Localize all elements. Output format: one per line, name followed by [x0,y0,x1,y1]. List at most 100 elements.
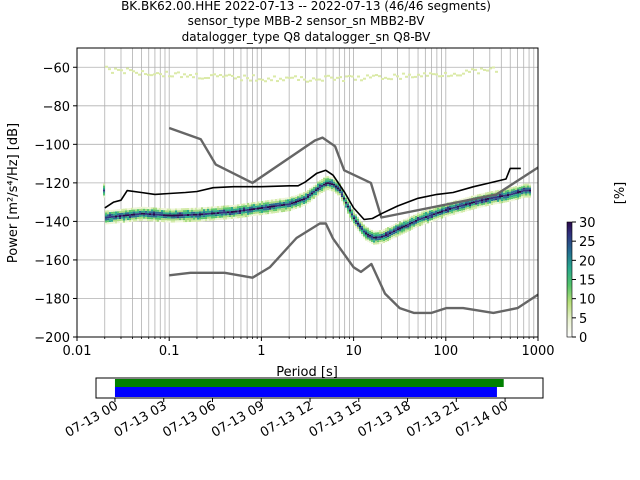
density-cell [449,205,451,208]
density-cell [165,218,167,221]
density-cell [257,209,259,212]
density-cell [227,207,229,210]
density-cell [447,204,449,207]
density-cell [117,219,119,222]
density-cell [317,185,319,188]
density-cell [347,201,349,204]
density-cell [523,191,525,194]
density-cell [219,215,221,218]
density-cell [409,228,411,231]
density-cell [267,77,270,80]
density-cell [187,218,189,221]
density-cell [117,217,119,220]
density-cell [247,204,249,207]
density-cell [131,211,133,214]
density-cell [177,218,179,221]
density-cell [429,218,431,221]
density-cell [309,194,311,197]
density-cell [465,209,467,212]
density-cell [187,220,189,223]
density-cell [114,67,117,70]
density-cell [451,209,453,212]
density-cell [141,214,143,217]
density-cell [321,79,324,82]
density-cell [485,192,487,195]
density-cell [395,235,397,238]
density-cell [369,238,371,241]
density-cell [351,219,353,222]
density-cell [403,225,405,228]
density-cell [135,209,137,212]
density-cell [187,210,189,213]
density-cell [217,208,219,211]
density-cell [189,217,191,220]
density-cell [503,198,505,201]
density-cell [339,189,341,192]
density-cell [513,190,515,193]
density-cell [411,76,414,79]
density-cell [467,202,469,205]
density-cell [293,195,295,198]
density-cell [107,218,109,221]
density-cell [127,210,129,213]
density-cell [519,190,521,193]
density-cell [309,192,311,195]
density-cell [163,210,165,213]
density-cell [141,70,144,73]
density-cell [333,183,335,186]
density-cell [379,230,381,233]
density-cell [529,183,531,186]
density-cell [391,237,393,240]
density-cell [475,194,477,197]
density-cell [399,231,401,234]
density-cell [273,211,275,214]
density-cell [161,210,163,213]
density-cell [381,231,383,234]
density-cell [281,204,283,207]
density-cell [179,216,181,219]
density-cell [301,196,303,199]
density-cell [163,218,165,221]
density-cell [237,75,240,78]
density-cell [177,71,180,74]
density-cell [339,193,341,196]
density-cell [243,205,245,208]
density-cell [463,198,465,201]
density-cell [169,218,171,221]
density-cell [237,206,239,209]
density-cell [403,219,405,222]
density-cell [371,239,373,242]
density-cell [443,211,445,214]
density-cell [231,210,233,213]
density-cell [135,219,137,222]
density-cell [171,218,173,221]
density-cell [251,204,253,207]
density-cell [111,71,114,74]
density-cell [231,208,233,211]
density-cell [397,226,399,229]
density-cell [407,219,409,222]
density-cell [253,204,255,207]
density-cell [137,211,139,214]
density-cell [159,217,161,220]
density-cell [393,224,395,227]
density-cell [303,194,305,197]
density-cell [329,184,331,187]
density-cell [395,225,397,228]
density-cell [249,79,252,82]
density-cell [447,210,449,213]
density-cell [255,207,257,210]
density-cell [371,235,373,238]
density-cell [207,214,209,217]
density-cell [239,206,241,209]
density-cell [273,207,275,210]
density-cell [205,211,207,214]
density-cell [231,216,233,219]
density-cell [389,226,391,229]
density-cell [471,68,474,71]
density-cell [307,189,309,192]
density-cell [495,202,497,205]
density-cell [331,177,333,180]
density-cell [113,217,115,220]
density-cell [441,208,443,211]
